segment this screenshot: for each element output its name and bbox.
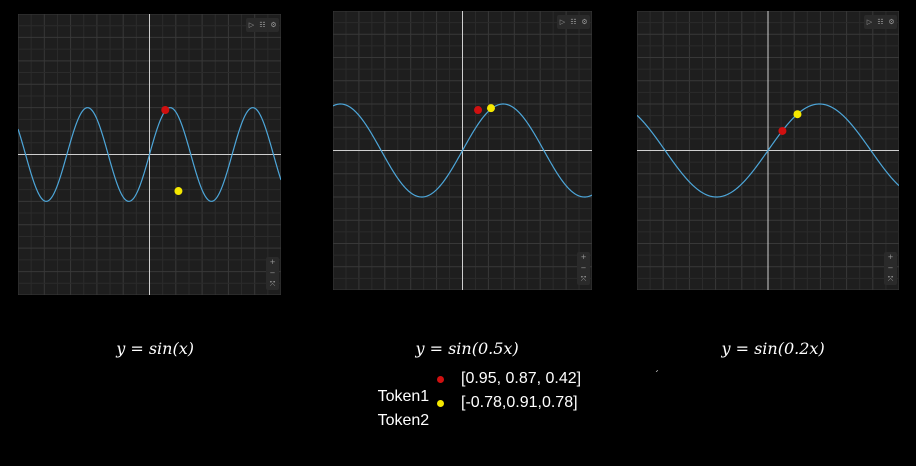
formula-lhs: y = xyxy=(116,339,149,358)
fit-icon[interactable]: ⤧ xyxy=(887,275,894,283)
settings-icon[interactable]: ⚙ xyxy=(888,18,895,26)
play-icon[interactable]: ▷ xyxy=(248,21,255,29)
settings-icon[interactable]: ⚙ xyxy=(270,21,277,29)
token2-point xyxy=(174,187,183,196)
table-icon[interactable]: ☷ xyxy=(259,21,266,29)
legend-row-token2: Token2 [-0.78,0.91,0.78] xyxy=(369,394,578,466)
legend-values: [-0.78,0.91,0.78] xyxy=(461,394,578,411)
token2-point xyxy=(486,104,495,113)
zoom-controls: + − ⤧ xyxy=(577,252,590,285)
token2-point xyxy=(793,110,802,119)
zoom-controls: + − ⤧ xyxy=(884,252,897,285)
play-icon[interactable]: ▷ xyxy=(866,18,873,26)
graph-panel-3[interactable]: ▷ ☷ ⚙ + − ⤧ xyxy=(637,11,899,290)
play-icon[interactable]: ▷ xyxy=(559,18,566,26)
fit-icon[interactable]: ⤧ xyxy=(269,280,276,288)
legend-label: Token2 xyxy=(377,412,430,429)
token1-point xyxy=(778,126,787,135)
yellow-dot-icon xyxy=(437,400,444,407)
legend-values: [0.95, 0.87, 0.42] xyxy=(461,370,582,387)
graph-panel-1[interactable]: ▷ ☷ ⚙ + − ⤧ xyxy=(18,14,281,295)
legend-row-token1: Token1 [0.95, 0.87, 0.42] xyxy=(369,370,581,442)
legend-label: Token1 xyxy=(377,388,430,405)
table-icon[interactable]: ☷ xyxy=(570,18,577,26)
formula-lhs: y = xyxy=(415,339,449,358)
graph-svg-1 xyxy=(18,14,281,295)
zoom-controls: + − ⤧ xyxy=(266,257,279,290)
token1-point xyxy=(161,106,170,115)
formula-caption-1: y = sin(x) xyxy=(90,320,210,358)
formula-rhs: sin(0.5x) xyxy=(448,339,519,358)
zoom-in-icon[interactable]: + xyxy=(580,253,587,261)
graph-toolbar: ▷ ☷ ⚙ xyxy=(864,15,897,29)
graph-panel-2[interactable]: ▷ ☷ ⚙ + − ⤧ xyxy=(333,11,592,290)
table-icon[interactable]: ☷ xyxy=(877,18,884,26)
fit-icon[interactable]: ⤧ xyxy=(580,275,587,283)
zoom-in-icon[interactable]: + xyxy=(269,258,276,266)
settings-icon[interactable]: ⚙ xyxy=(581,18,588,26)
zoom-in-icon[interactable]: + xyxy=(887,253,894,261)
graph-svg-2 xyxy=(333,11,592,290)
graph-svg-3 xyxy=(637,11,899,290)
formula-lhs: y = xyxy=(721,339,755,358)
zoom-out-icon[interactable]: − xyxy=(580,264,587,272)
zoom-out-icon[interactable]: − xyxy=(269,269,276,277)
graph-toolbar: ▷ ☷ ⚙ xyxy=(557,15,590,29)
sine-curve xyxy=(637,103,899,198)
formula-caption-3: y = sin(0.2x) xyxy=(698,320,838,358)
formula-rhs: sin(0.2x) xyxy=(754,339,825,358)
token1-point xyxy=(474,106,483,115)
sine-curve xyxy=(333,103,592,198)
zoom-out-icon[interactable]: − xyxy=(887,264,894,272)
sine-curve xyxy=(18,107,281,202)
stray-mark: ´ xyxy=(654,370,659,381)
formula-rhs: sin(x) xyxy=(148,339,194,358)
graph-toolbar: ▷ ☷ ⚙ xyxy=(246,18,279,32)
formula-caption-2: y = sin(0.5x) xyxy=(392,320,532,358)
red-dot-icon xyxy=(437,376,444,383)
